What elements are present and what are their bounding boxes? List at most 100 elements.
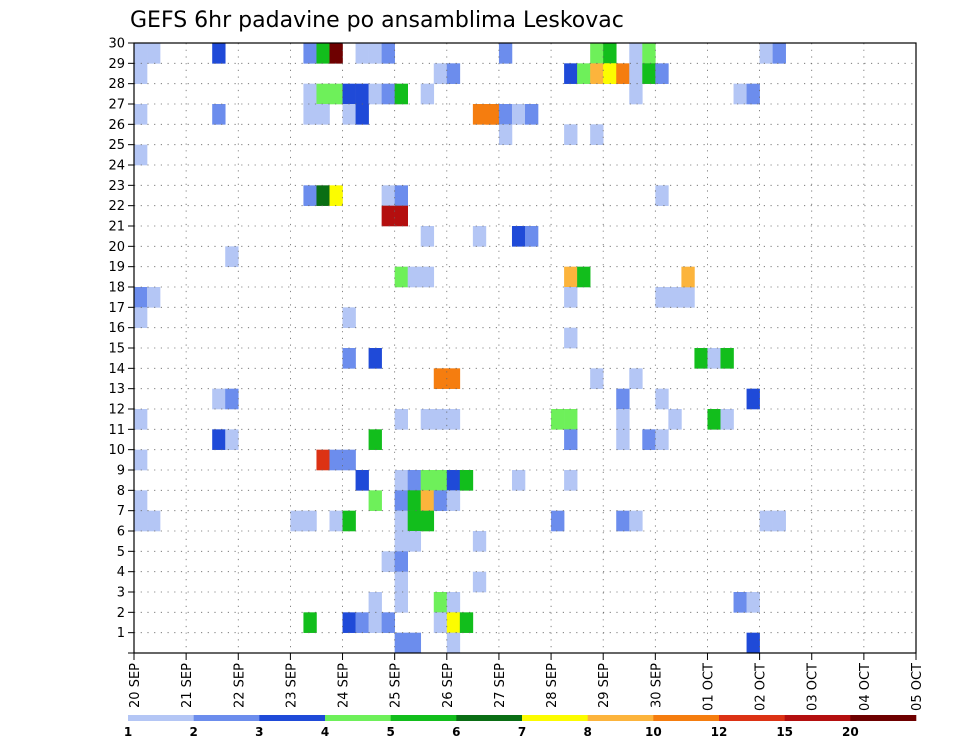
precip-cell: [212, 104, 226, 125]
precip-cell: [446, 632, 461, 654]
precip-cell: [433, 409, 448, 430]
precip-cell: [759, 510, 773, 532]
precip-cell: [551, 510, 565, 532]
precip-cell: [212, 43, 226, 64]
legend-label: 15: [776, 725, 793, 739]
legend-label: 2: [189, 725, 197, 739]
precip-cell: [329, 449, 343, 471]
precip-cell: [616, 429, 630, 450]
precip-cell: [459, 470, 474, 491]
precip-cell: [407, 470, 422, 491]
y-tick-label: 3: [117, 586, 125, 601]
precip-cell: [407, 510, 422, 532]
y-tick-label: 28: [108, 77, 125, 92]
x-tick-label: 03 OCT: [806, 663, 821, 711]
precip-cell: [681, 287, 695, 308]
precip-cell: [147, 43, 161, 64]
precip-cell: [616, 510, 630, 532]
y-tick-label: 25: [108, 138, 125, 153]
y-tick-label: 10: [108, 443, 125, 458]
precip-cell: [564, 124, 578, 145]
grid-lines: [133, 43, 917, 653]
precip-cell: [368, 612, 382, 633]
precip-cell: [394, 531, 408, 552]
precip-cell: [511, 226, 526, 247]
legend-label: 6: [452, 725, 460, 739]
precip-cell: [564, 287, 578, 308]
precip-cell: [655, 185, 669, 206]
legend-swatch: [522, 715, 588, 721]
y-tick-label: 4: [117, 565, 125, 580]
precip-cell: [368, 490, 382, 511]
precip-cell: [446, 63, 461, 84]
precip-cell: [355, 612, 369, 633]
y-tick-label: 27: [108, 98, 125, 113]
precip-cell: [433, 368, 448, 389]
precip-cell: [655, 287, 669, 308]
precip-cell: [355, 83, 369, 105]
precip-cell: [577, 63, 591, 84]
legend-swatch: [259, 715, 326, 721]
legend-swatch: [193, 715, 260, 721]
precip-cell: [564, 470, 578, 491]
y-tick-label: 6: [117, 525, 125, 540]
precip-cell: [407, 531, 422, 552]
precip-cell: [303, 104, 317, 125]
precip-cell: [590, 43, 604, 64]
y-tick-label: 23: [108, 179, 125, 194]
x-tick-label: 05 OCT: [910, 663, 925, 711]
x-tick-label: 23 SEP: [284, 663, 299, 708]
precip-cell: [225, 429, 239, 450]
x-tick-label: 28 SEP: [545, 663, 560, 708]
legend-label: 8: [583, 725, 591, 739]
precip-cell: [420, 409, 435, 430]
precip-cell: [733, 592, 747, 613]
precip-cell: [759, 43, 773, 64]
legend-swatch: [653, 715, 720, 721]
precip-cell: [772, 510, 786, 532]
precip-cell: [707, 348, 721, 369]
precip-cell: [511, 104, 526, 125]
precip-cell: [446, 592, 461, 613]
precip-cell: [394, 592, 408, 613]
x-tick-label: 29 SEP: [597, 663, 612, 708]
precip-cell: [590, 63, 604, 84]
legend-swatch: [128, 715, 194, 721]
legend-swatch: [456, 715, 523, 721]
precip-cell: [564, 429, 578, 450]
precip-cell: [446, 368, 461, 389]
legend-label: 1: [124, 725, 132, 739]
precip-cell: [329, 43, 343, 64]
precip-cell: [394, 185, 408, 206]
x-tick-label: 25 SEP: [389, 663, 404, 708]
precip-cell: [303, 83, 317, 105]
precip-cell: [381, 612, 395, 633]
precip-cell: [707, 409, 721, 430]
y-tick-label: 20: [108, 240, 125, 255]
precip-cell: [446, 490, 461, 511]
precip-cell: [381, 205, 395, 227]
precip-cell: [134, 63, 148, 84]
precip-cell: [446, 409, 461, 430]
y-tick-label: 26: [108, 118, 125, 133]
y-tick-label: 12: [108, 403, 125, 418]
precip-cell: [394, 490, 408, 511]
x-tick-label: 26 SEP: [441, 663, 456, 708]
precip-cell: [225, 388, 239, 410]
legend-swatch: [587, 715, 654, 721]
precip-cell: [498, 124, 513, 145]
precip-cell: [746, 83, 760, 105]
legend-swatch: [325, 715, 391, 721]
precip-cell: [381, 185, 395, 206]
precip-cell: [342, 348, 356, 369]
precip-cell: [355, 470, 369, 491]
precip-cell: [381, 551, 395, 572]
precip-cell: [381, 83, 395, 105]
y-tick-label: 2: [117, 606, 125, 621]
precip-cell: [394, 551, 408, 572]
precip-cell: [368, 429, 382, 450]
precip-cell: [655, 429, 669, 450]
y-tick-label: 7: [117, 504, 125, 519]
x-tick-label: 30 SEP: [649, 663, 664, 708]
precip-cell: [746, 592, 760, 613]
